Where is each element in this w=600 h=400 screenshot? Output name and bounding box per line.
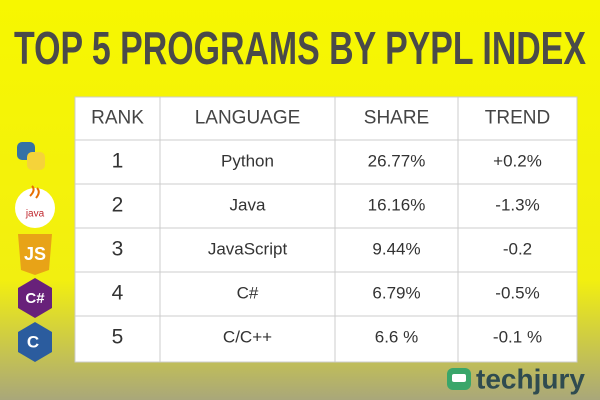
table-cell: JavaScript (208, 239, 288, 258)
table-cell: 9.44% (372, 239, 420, 258)
column-header: LANGUAGE (195, 108, 301, 129)
brand-logo: techjury (447, 363, 585, 394)
title: TOP 5 PROGRAMS BY PYPL INDEX (14, 22, 586, 74)
table-cell: -0.2 (503, 239, 532, 258)
table-cell: 6.6 % (375, 327, 418, 346)
table-cell: C/C++ (223, 327, 272, 346)
table-cell: Python (221, 151, 274, 170)
brand-name: techjury (476, 363, 585, 394)
table-cell: +0.2% (493, 151, 542, 170)
python-icon (17, 142, 45, 170)
table-cell: -1.3% (495, 195, 539, 214)
table-cell: 5 (112, 326, 124, 349)
column-header: SHARE (364, 108, 429, 129)
table-cell: 4 (112, 282, 124, 305)
table-cell: 16.16% (368, 195, 426, 214)
table-cell: -0.5% (495, 283, 539, 302)
table-cell: -0.1 % (493, 327, 542, 346)
table-cell: 3 (112, 238, 124, 261)
table-content: RANK LANGUAGE SHARE TREND 1 Python 26.77% +0.2%… (75, 97, 577, 362)
cpp-icon-label: C (27, 332, 39, 351)
csharp-icon-label: C# (25, 290, 45, 307)
cpp-icon: C (18, 322, 52, 362)
column-header: RANK (91, 108, 144, 129)
table-cell: Java (230, 195, 266, 214)
javascript-icon-label: JS (24, 244, 46, 264)
csharp-icon: C# (18, 278, 52, 318)
javascript-icon: JS (18, 234, 52, 275)
table (74, 96, 578, 363)
table-cell: 2 (112, 194, 124, 217)
java-icon-label: java (25, 209, 45, 220)
table-cell: 6.79% (372, 283, 420, 302)
table-cell: C# (237, 283, 259, 302)
table-cell: 1 (112, 150, 124, 173)
java-icon: java (15, 185, 55, 228)
column-header: TREND (485, 108, 550, 129)
table-cell: 26.77% (368, 151, 426, 170)
